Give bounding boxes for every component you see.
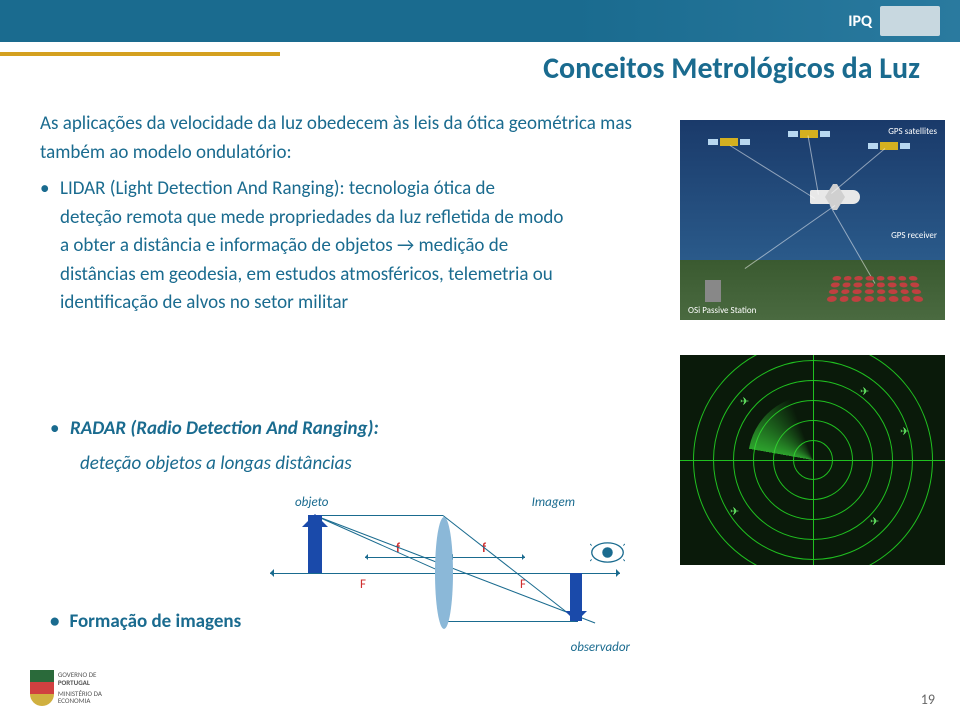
blip-icon: ✈ — [730, 505, 739, 518]
satellite-icon — [800, 130, 818, 138]
image-label: Imagem — [532, 495, 575, 510]
accent-line — [0, 52, 280, 56]
header-logo-text: IPQ — [848, 12, 872, 31]
radar-sweep — [748, 395, 878, 525]
radar-heading: RADAR (Radio Detection And Ranging): — [70, 417, 379, 440]
header-logo-badge — [880, 6, 940, 36]
lens-diagram: objeto Imagem observador f f F F — [260, 495, 630, 655]
blip-icon: ✈ — [740, 395, 749, 408]
ground-station-icon — [705, 280, 721, 302]
arrow-icon: → — [397, 234, 414, 257]
ground-grid — [826, 276, 923, 302]
lidar-bullet: LIDAR (Light Detection And Ranging): tec… — [40, 175, 640, 318]
image-arrow-icon — [570, 573, 582, 621]
object-arrow-icon — [308, 515, 322, 573]
lens-icon — [435, 517, 453, 629]
blip-icon: ✈ — [870, 515, 879, 528]
gps-receiver-label: GPS receiver — [891, 230, 937, 241]
eye-icon — [590, 540, 625, 565]
lidar-heading: LIDAR (Light Detection And Ranging): — [60, 177, 345, 200]
page-number: 19 — [921, 691, 935, 708]
header-bar: IPQ — [0, 0, 960, 42]
formation-bullet: Formação de imagens — [50, 610, 241, 633]
gps-satellites-label: GPS satellites — [888, 126, 937, 137]
passive-station-label: OSi Passive Station — [688, 305, 756, 316]
main-content: As aplicações da velocidade da luz obede… — [40, 110, 640, 318]
page-title: Conceitos Metrológicos da Luz — [543, 50, 920, 87]
radar-block: RADAR (Radio Detection And Ranging): det… — [50, 415, 600, 478]
header-logo: IPQ — [848, 6, 940, 36]
footer-gov-logo: GOVERNO DE PORTUGAL MINISTÉRIO DA ECONOM… — [30, 668, 120, 708]
blip-icon: ✈ — [860, 385, 869, 398]
blip-icon: ✈ — [900, 425, 909, 438]
radar-diagram: ✈ ✈ ✈ ✈ ✈ — [680, 355, 945, 565]
observer-label: observador — [571, 640, 630, 655]
radar-desc: deteção objetos a longas distâncias — [50, 450, 600, 479]
lidar-diagram: GPS satellites GPS receiver OSi Passive … — [680, 120, 945, 320]
intro-text: As aplicações da velocidade da luz obede… — [40, 110, 640, 167]
portugal-badge-icon — [30, 670, 54, 706]
focus-point-label: F — [360, 577, 366, 592]
